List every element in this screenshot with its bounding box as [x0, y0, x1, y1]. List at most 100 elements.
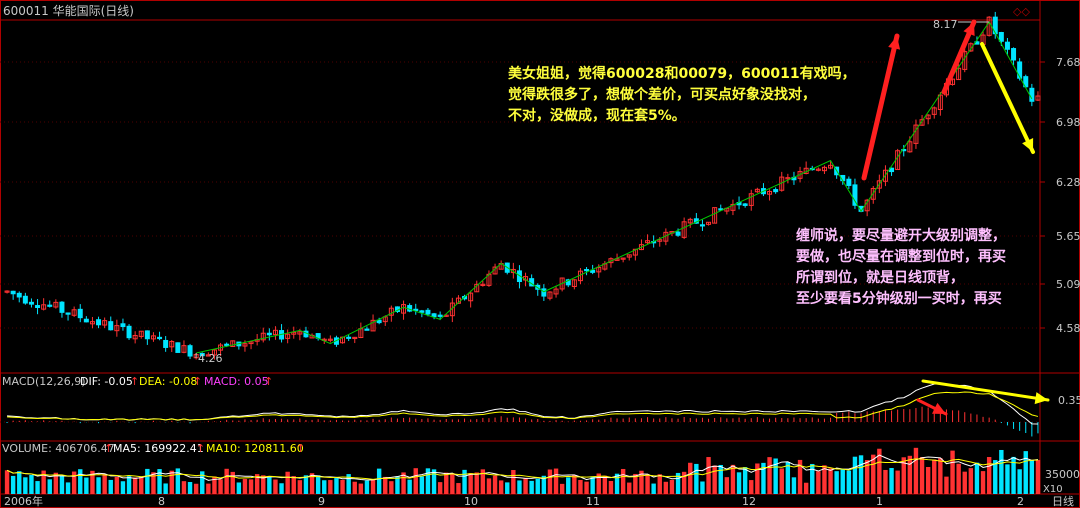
volume-bar: [645, 474, 650, 494]
volume-bar: [340, 479, 345, 494]
candle-body: [96, 319, 102, 326]
candle-body: [47, 304, 53, 307]
candle-body: [468, 292, 474, 302]
candle-body: [699, 224, 705, 227]
volume-bar: [614, 473, 620, 494]
volume-bar: [413, 468, 418, 494]
candle-body: [815, 168, 821, 171]
volume-bar: [810, 463, 815, 494]
candle-body: [1017, 61, 1023, 79]
candle-body: [71, 309, 77, 316]
candle-body: [89, 321, 95, 325]
candle-body: [364, 328, 370, 331]
candle-body: [41, 304, 47, 310]
candle-body: [150, 335, 156, 340]
candle-body: [199, 352, 205, 357]
candle-body: [260, 332, 266, 341]
volume-bar: [1017, 469, 1022, 494]
volume-bar: [749, 480, 754, 494]
candle-body: [882, 169, 888, 182]
candle-body: [828, 164, 834, 169]
volume-bar: [968, 468, 974, 494]
volume-bar: [505, 482, 510, 494]
volume-bar: [755, 463, 760, 494]
candle-body: [1011, 48, 1017, 61]
candle-body: [773, 189, 779, 193]
volume-bar: [706, 457, 711, 494]
volume-bar: [602, 475, 608, 494]
candle-body: [272, 329, 278, 336]
candle-body: [53, 301, 59, 308]
volume-bar: [437, 482, 443, 494]
volume-bar: [389, 481, 394, 494]
candle-body: [431, 313, 437, 318]
high-price-label: 8.17: [933, 18, 958, 31]
volume-bar: [267, 476, 272, 494]
volume-bar: [883, 469, 888, 494]
corner-icon[interactable]: ◇◇: [1013, 5, 1030, 18]
period-label[interactable]: 日线: [1052, 494, 1074, 508]
chart-title: 600011 华能国际(日线): [3, 4, 134, 18]
volume-bar: [803, 482, 809, 494]
candle-body: [211, 349, 217, 356]
volume-ma10-line: [6, 458, 1038, 480]
candle-body: [126, 325, 132, 339]
volume-series: [4, 447, 1041, 494]
volume-bar: [480, 469, 486, 494]
volume-bar: [956, 463, 961, 494]
volume-bar: [444, 472, 449, 494]
candle-body: [657, 239, 663, 242]
volume-bar: [279, 483, 284, 494]
candle-body: [266, 332, 272, 336]
candle-body: [65, 312, 71, 315]
volume-bar: [572, 475, 577, 494]
yellow-down-arrow-head: [1022, 138, 1034, 152]
volume-bar: [816, 471, 821, 494]
volume-bar: [1023, 451, 1028, 494]
volume-bar: [230, 471, 235, 494]
y-tick-label: 5.65: [1056, 230, 1080, 243]
volume-bar: [986, 457, 992, 494]
volume-bar: [163, 483, 168, 494]
volume-bar: [114, 476, 120, 494]
macd-yellow-arrow: [921, 379, 1050, 402]
candle-body: [388, 307, 394, 316]
volume-bar: [950, 450, 955, 494]
candle-body: [712, 207, 718, 224]
macd-dea-line: [7, 391, 1039, 421]
volume-bar: [450, 473, 455, 494]
candle-body: [1029, 87, 1035, 102]
volume-ma5-label: MA5: 169922.41: [113, 442, 204, 455]
candle-body: [120, 323, 126, 328]
volume-bar: [639, 470, 644, 494]
volume-bar: [395, 476, 400, 494]
candle-body: [510, 268, 516, 274]
volume-bar: [285, 471, 290, 494]
candle-body: [785, 177, 791, 180]
annotation-right-line: 要做，也尽量在调整到位时，再买: [796, 248, 1006, 265]
volume-bar: [242, 478, 248, 494]
candle-body: [876, 180, 882, 189]
up-mark: ↑: [130, 375, 139, 388]
candle-body: [132, 335, 138, 340]
candle-body: [346, 336, 352, 339]
volume-bar: [498, 480, 504, 494]
volume-bar: [431, 469, 437, 494]
up-mark: ↑: [104, 442, 113, 455]
volume-bar: [10, 475, 16, 494]
volume-bar: [383, 476, 388, 494]
candle-body: [224, 343, 230, 346]
volume-bar: [145, 468, 150, 494]
volume-bar: [871, 454, 876, 494]
candle-body: [913, 124, 919, 144]
macd-value-label: MACD: 0.05: [204, 375, 269, 388]
volume-bar: [468, 473, 473, 494]
red-up-arrow-2-head: [963, 22, 975, 36]
macd-dif-label: DIF: -0.05: [80, 375, 133, 388]
volume-bar: [29, 474, 34, 494]
volume-bar: [108, 479, 113, 494]
volume-bar: [791, 477, 797, 494]
y-tick-label: 5.09: [1056, 278, 1080, 291]
volume-bar: [925, 467, 931, 494]
volume-bar: [834, 471, 839, 494]
